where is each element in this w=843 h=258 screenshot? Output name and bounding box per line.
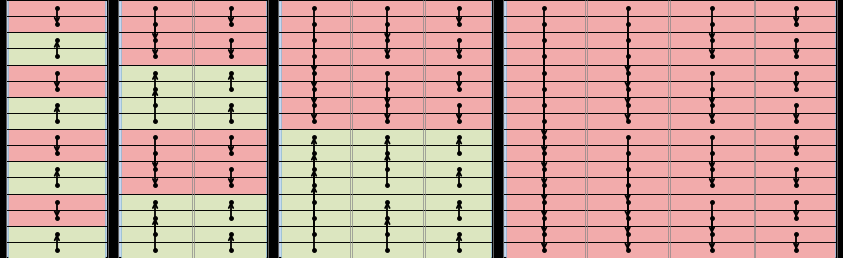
Bar xyxy=(121,64,266,129)
Bar xyxy=(6,0,108,258)
Bar xyxy=(506,0,835,258)
Bar xyxy=(8,226,105,258)
Bar xyxy=(278,0,493,258)
Bar xyxy=(8,129,105,161)
Bar xyxy=(121,129,266,194)
Bar xyxy=(8,194,105,226)
Bar xyxy=(503,0,837,258)
Bar xyxy=(121,0,266,64)
Bar xyxy=(118,0,268,258)
Bar xyxy=(281,129,491,258)
Bar xyxy=(8,0,105,32)
Bar xyxy=(281,0,491,129)
Bar xyxy=(8,97,105,129)
Bar xyxy=(121,194,266,258)
Bar xyxy=(8,32,105,64)
Bar xyxy=(8,64,105,97)
Bar xyxy=(8,161,105,194)
